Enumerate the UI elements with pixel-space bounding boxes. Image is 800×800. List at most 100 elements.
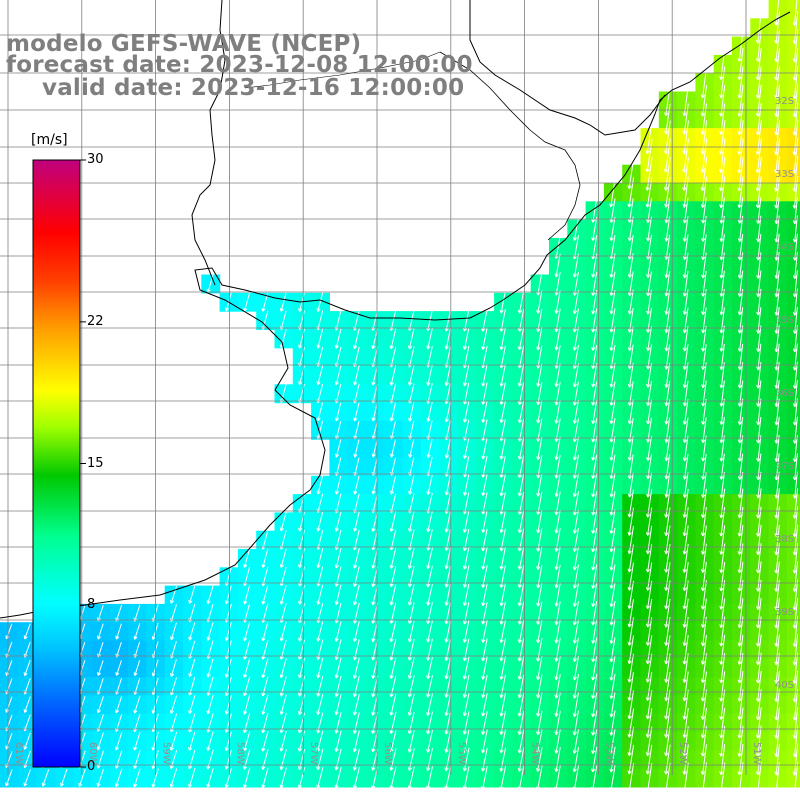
wind-arrow bbox=[481, 547, 488, 570]
wind-arrow bbox=[499, 364, 506, 387]
wind-arrow bbox=[316, 328, 324, 349]
wind-arrow bbox=[774, 325, 780, 353]
wind-arrow bbox=[371, 439, 378, 458]
wind-arrow bbox=[41, 769, 50, 787]
wind-cell bbox=[786, 695, 800, 715]
wind-arrow bbox=[389, 511, 397, 532]
wind-arrow bbox=[682, 85, 689, 117]
wind-arrow bbox=[755, 11, 762, 44]
wind-arrow bbox=[499, 290, 506, 314]
wind-arrow bbox=[499, 674, 506, 699]
wind-arrow bbox=[682, 616, 689, 647]
wind-arrow bbox=[517, 327, 525, 351]
wind-arrow bbox=[737, 380, 744, 407]
wind-arrow bbox=[645, 671, 653, 701]
wind-arrow bbox=[756, 252, 762, 279]
wind-arrow bbox=[756, 453, 762, 480]
wind-arrow bbox=[719, 616, 726, 647]
wind-arrow bbox=[572, 765, 580, 791]
wind-arrow bbox=[682, 399, 689, 425]
wind-arrow bbox=[701, 252, 707, 279]
wind-arrow bbox=[682, 417, 689, 443]
wind-arrow bbox=[389, 711, 397, 735]
wind-arrow bbox=[755, 66, 762, 99]
wind-cell bbox=[786, 732, 800, 751]
wind-arrow bbox=[774, 380, 780, 407]
wind-arrow bbox=[609, 546, 616, 571]
wind-arrow bbox=[499, 601, 506, 625]
wind-arrow bbox=[444, 674, 452, 698]
wind-arrow bbox=[335, 439, 342, 458]
wind-arrow bbox=[774, 47, 780, 81]
wind-arrow bbox=[774, 102, 780, 136]
wind-arrow bbox=[609, 764, 616, 791]
wind-arrow bbox=[737, 707, 744, 739]
wind-arrow bbox=[664, 399, 671, 425]
wind-arrow bbox=[353, 639, 360, 661]
wind-arrow bbox=[170, 585, 177, 604]
colorbar-tick-label: 30 bbox=[87, 152, 104, 167]
wind-arrow bbox=[664, 635, 671, 665]
wind-arrow bbox=[426, 583, 433, 606]
wind-arrow bbox=[572, 363, 579, 388]
wind-arrow bbox=[462, 565, 470, 588]
wind-arrow bbox=[627, 362, 634, 388]
wind-arrow bbox=[499, 327, 506, 351]
wind-arrow bbox=[243, 621, 251, 642]
wind-arrow bbox=[755, 119, 762, 155]
wind-arrow bbox=[316, 475, 324, 495]
wind-arrow bbox=[517, 290, 525, 314]
wind-arrow bbox=[719, 85, 726, 117]
wind-arrow bbox=[682, 598, 689, 628]
wind-arrow bbox=[682, 325, 689, 352]
wind-arrow bbox=[609, 326, 616, 351]
wind-arrow bbox=[627, 234, 634, 260]
colorbar-ticks bbox=[80, 159, 86, 768]
wind-arrow bbox=[261, 585, 269, 605]
wind-arrow bbox=[481, 711, 488, 735]
wind-arrow bbox=[609, 399, 616, 425]
wind-arrow bbox=[737, 138, 744, 173]
wind-arrow bbox=[664, 617, 671, 646]
wind-arrow bbox=[334, 675, 342, 697]
wind-arrow bbox=[755, 634, 762, 665]
wind-arrow bbox=[591, 692, 598, 718]
wind-arrow bbox=[353, 328, 360, 349]
longitude-label: 60W bbox=[87, 742, 98, 765]
wind-arrow bbox=[664, 103, 671, 135]
wind-arrow bbox=[536, 729, 543, 754]
wind-arrow bbox=[426, 565, 433, 588]
longitude-label: 59W bbox=[161, 742, 172, 765]
wind-arrow bbox=[755, 103, 762, 136]
wind-arrow bbox=[664, 252, 671, 279]
wind-arrow bbox=[591, 363, 598, 388]
wind-arrow bbox=[408, 475, 415, 495]
wind-arrow bbox=[279, 585, 287, 605]
wind-arrow bbox=[682, 234, 689, 260]
wind-arrow bbox=[609, 198, 616, 223]
wind-arrow bbox=[774, 707, 780, 739]
wind-cell bbox=[786, 18, 800, 38]
wind-arrow bbox=[646, 289, 652, 315]
wind-cell bbox=[786, 420, 800, 440]
longitude-labels: 61W 60W 59W 58W 57W 56W 55W 54W 53W 52W 51W bbox=[13, 742, 762, 765]
wind-arrow bbox=[352, 766, 360, 789]
wind-arrow bbox=[591, 198, 598, 223]
wind-arrow bbox=[700, 507, 707, 537]
wind-arrow bbox=[627, 381, 634, 406]
wind-arrow bbox=[554, 546, 561, 571]
wind-arrow bbox=[261, 749, 269, 770]
wind-arrow bbox=[774, 543, 780, 574]
wind-arrow bbox=[591, 619, 598, 644]
wind-arrow bbox=[407, 584, 415, 606]
wind-arrow bbox=[426, 729, 433, 753]
wind-arrow bbox=[426, 711, 433, 735]
wind-arrow bbox=[352, 730, 360, 753]
wind-arrow bbox=[554, 619, 561, 644]
wind-cell bbox=[786, 0, 800, 19]
wind-arrow bbox=[609, 363, 616, 388]
wind-arrow bbox=[316, 675, 324, 697]
wind-arrow bbox=[23, 696, 31, 713]
wind-arrow bbox=[664, 326, 671, 352]
wind-arrow bbox=[352, 748, 360, 771]
